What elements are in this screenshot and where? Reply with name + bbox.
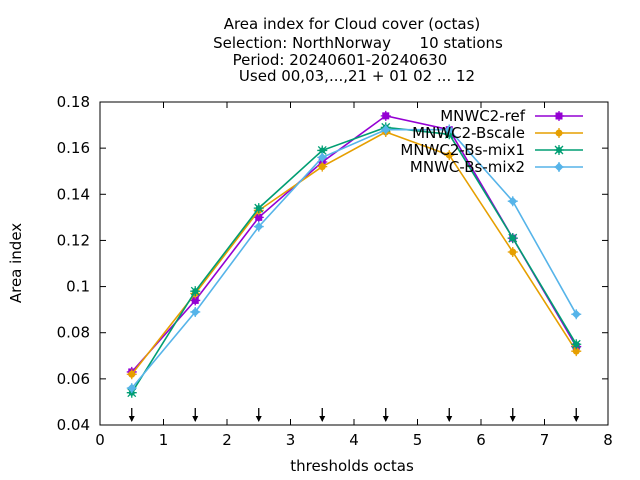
legend-label: MNWC-Bs-mix2 [410, 158, 525, 176]
legend-entry: MNWC2-Bscale [412, 124, 583, 142]
threshold-arrows [128, 408, 580, 422]
x-tick-label: 1 [159, 431, 169, 449]
threshold-arrow [255, 408, 262, 422]
y-tick-label: 0.08 [57, 324, 90, 342]
x-tick-label: 7 [540, 431, 550, 449]
title-line-4: Used 00,03,...,21 + 01 02 ... 12 [239, 67, 475, 85]
threshold-arrow [509, 408, 516, 422]
x-tick-label: 6 [476, 431, 486, 449]
y-tick-label: 0.1 [66, 278, 90, 296]
data-point [380, 110, 391, 121]
data-point [317, 145, 328, 156]
series-line [131, 126, 577, 394]
x-tick-label: 4 [349, 431, 359, 449]
x-tick-label: 2 [222, 431, 232, 449]
title-line-1: Area index for Cloud cover (octas) [224, 15, 481, 33]
plot-frame [99, 101, 609, 426]
data-point [571, 339, 582, 350]
data-point [126, 383, 137, 394]
series-line [131, 131, 577, 375]
threshold-arrow [192, 408, 199, 422]
axes: 0 1 2 3 4 5 6 7 8 0.04 0.06 0.08 0.1 0.12 0.14 0.16 0.18 [57, 93, 613, 449]
data-point [507, 196, 518, 207]
legend-label: MNWC2-Bscale [412, 124, 525, 142]
x-axis-label: thresholds octas [290, 457, 414, 475]
series-mnwc-bs-mix2 [126, 124, 582, 394]
title-line-2: Selection: NorthNorway 10 stations [213, 34, 503, 52]
x-tick-label: 5 [413, 431, 423, 449]
y-tick-label: 0.14 [57, 185, 90, 203]
y-axis-label: Area index [7, 223, 25, 303]
y-tick-label: 0.04 [57, 416, 90, 434]
data-point [571, 309, 582, 320]
legend-marker [554, 145, 564, 155]
legend-marker [554, 111, 564, 121]
data-point [507, 233, 518, 244]
legend-marker [554, 128, 564, 138]
data-series [126, 110, 582, 398]
x-tick-label: 0 [95, 431, 105, 449]
data-point [190, 286, 201, 297]
data-point [317, 152, 328, 163]
data-point [444, 124, 455, 135]
legend-label: MNWC2-Bs-mix1 [400, 141, 525, 159]
y-tick-label: 0.18 [57, 93, 90, 111]
data-point [444, 150, 455, 161]
series-line [131, 128, 577, 389]
chart-title: Area index for Cloud cover (octas) Selec… [213, 15, 503, 85]
title-line-3: Period: 20240601-20240630 [233, 51, 448, 69]
legend-label: MNWC2-ref [440, 107, 525, 125]
threshold-arrow [446, 408, 453, 422]
x-tick-label: 3 [286, 431, 296, 449]
threshold-arrow [128, 408, 135, 422]
legend-entry: MNWC2-Bs-mix1 [400, 141, 583, 159]
legend-entry: MNWC-Bs-mix2 [410, 158, 583, 176]
data-point [317, 161, 328, 172]
threshold-arrow [319, 408, 326, 422]
data-point [507, 246, 518, 257]
threshold-arrow [382, 408, 389, 422]
data-point [253, 203, 264, 214]
data-point [253, 221, 264, 232]
y-tick-label: 0.16 [57, 139, 90, 157]
data-point [380, 124, 391, 135]
y-tick-label: 0.12 [57, 231, 90, 249]
legend-marker [554, 162, 564, 172]
y-tick-label: 0.06 [57, 370, 90, 388]
x-tick-label: 8 [603, 431, 613, 449]
legend-entry: MNWC2-ref [440, 107, 583, 125]
data-point [190, 306, 201, 317]
threshold-arrow [573, 408, 580, 422]
data-point [126, 369, 137, 380]
legend: MNWC2-refMNWC2-BscaleMNWC2-Bs-mix1MNWC-B… [400, 107, 583, 176]
